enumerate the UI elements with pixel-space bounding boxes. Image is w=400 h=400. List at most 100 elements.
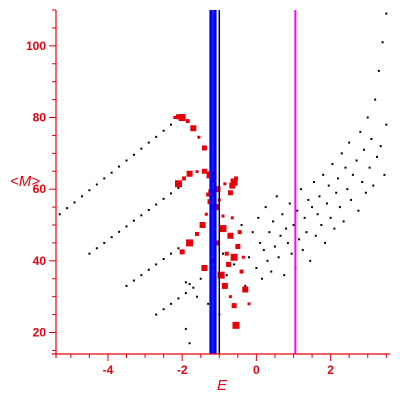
marker-point xyxy=(242,286,249,293)
marker-point xyxy=(233,176,238,181)
data-point xyxy=(331,163,334,166)
data-point xyxy=(327,184,330,187)
data-point xyxy=(279,234,282,237)
x-tick-label: 2 xyxy=(327,363,334,377)
y-tick-label: 80 xyxy=(33,111,47,125)
marker-point xyxy=(219,225,227,233)
marker-point xyxy=(197,135,201,139)
data-point xyxy=(260,277,263,280)
data-point xyxy=(366,116,369,119)
marker-point xyxy=(224,251,229,256)
marker-point xyxy=(226,261,232,267)
marker-point xyxy=(174,180,182,188)
marker-point xyxy=(214,186,221,193)
data-point xyxy=(177,187,180,190)
data-point xyxy=(95,247,98,250)
marker-point xyxy=(230,216,234,220)
data-point xyxy=(118,165,121,168)
data-point xyxy=(192,286,195,289)
data-point xyxy=(303,216,306,219)
marker-point xyxy=(237,230,242,235)
data-point xyxy=(281,213,284,216)
marker-point xyxy=(204,212,208,216)
data-point xyxy=(155,135,158,138)
marker-point xyxy=(201,168,207,174)
data-point xyxy=(262,249,265,252)
data-point xyxy=(285,227,288,230)
data-point xyxy=(95,183,98,186)
data-point xyxy=(184,327,187,330)
data-point xyxy=(307,198,310,201)
data-point xyxy=(125,225,128,228)
x-tick-label: 0 xyxy=(253,363,260,377)
data-point xyxy=(370,138,373,140)
x-tick-label: -4 xyxy=(103,363,114,377)
data-point xyxy=(357,209,360,212)
marker-point xyxy=(231,303,237,309)
data-point xyxy=(184,281,187,284)
data-point xyxy=(290,252,293,255)
data-point xyxy=(147,141,150,144)
y-tick-label: 60 xyxy=(33,182,47,196)
marker-point xyxy=(221,282,228,289)
data-point xyxy=(251,231,254,234)
x-axis-label: E xyxy=(217,377,228,394)
data-point xyxy=(335,191,338,194)
marker-point xyxy=(241,255,245,259)
data-point xyxy=(355,159,358,162)
data-point xyxy=(240,224,243,226)
data-point xyxy=(199,277,202,280)
data-point xyxy=(385,12,388,15)
axes: -4 -2 0 2 20 40 60 80 100 xyxy=(26,9,390,377)
marker-point xyxy=(195,231,200,236)
data-point xyxy=(270,270,273,273)
marker-point xyxy=(230,253,238,261)
data-point xyxy=(264,206,267,209)
data-point xyxy=(316,213,319,216)
data-point xyxy=(170,302,173,305)
data-point xyxy=(147,268,150,271)
data-point xyxy=(162,129,165,132)
data-point xyxy=(312,181,315,183)
data-point xyxy=(132,279,135,282)
data-point xyxy=(374,98,377,101)
data-point xyxy=(147,208,150,211)
marker-point xyxy=(201,145,207,151)
data-point xyxy=(244,284,247,287)
y-tick-label: 40 xyxy=(33,254,47,268)
marker-point xyxy=(186,239,194,247)
data-point xyxy=(309,259,312,262)
marker-point xyxy=(239,269,244,274)
data-point xyxy=(363,148,366,151)
data-point xyxy=(379,145,382,148)
marker-point xyxy=(186,170,193,177)
data-point xyxy=(140,214,143,217)
marker-point xyxy=(221,214,225,218)
marker-point xyxy=(232,321,240,329)
y-tick-label: 20 xyxy=(33,326,47,340)
data-point xyxy=(162,258,165,261)
data-point xyxy=(325,202,328,205)
plot-area xyxy=(58,10,388,354)
marker-point xyxy=(223,182,227,186)
marker-point xyxy=(235,244,241,249)
marker-point xyxy=(182,176,187,181)
data-point xyxy=(299,188,302,191)
data-point xyxy=(273,245,276,248)
y-axis-label: <M> xyxy=(10,173,40,190)
data-point xyxy=(311,206,314,209)
marker-point xyxy=(201,265,208,271)
data-point xyxy=(368,166,371,169)
data-point xyxy=(255,267,258,269)
data-point xyxy=(177,247,180,250)
data-point xyxy=(314,234,317,237)
marker-point xyxy=(199,222,206,228)
data-point xyxy=(233,263,236,266)
data-point xyxy=(322,173,325,176)
data-point xyxy=(170,252,173,255)
marker-point xyxy=(227,232,234,239)
data-point xyxy=(222,252,224,255)
y-tick-label: 100 xyxy=(26,39,46,53)
data-point xyxy=(338,206,341,209)
